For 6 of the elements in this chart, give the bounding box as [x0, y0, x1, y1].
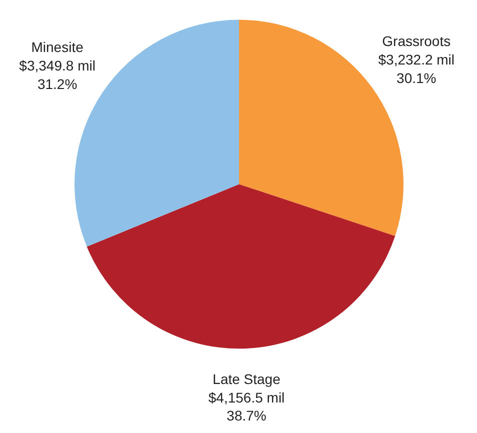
data-label: $4,156.5 mil 38.7%	[208, 389, 285, 424]
data-label: $3,349.8 mil 31.2%	[19, 57, 96, 92]
slice-label: Minesite	[31, 39, 84, 56]
slice-label: Grassroots	[382, 33, 451, 50]
data-label: $3,232.2 mil 30.1%	[378, 51, 455, 86]
slice-label: Late Stage	[212, 370, 281, 387]
